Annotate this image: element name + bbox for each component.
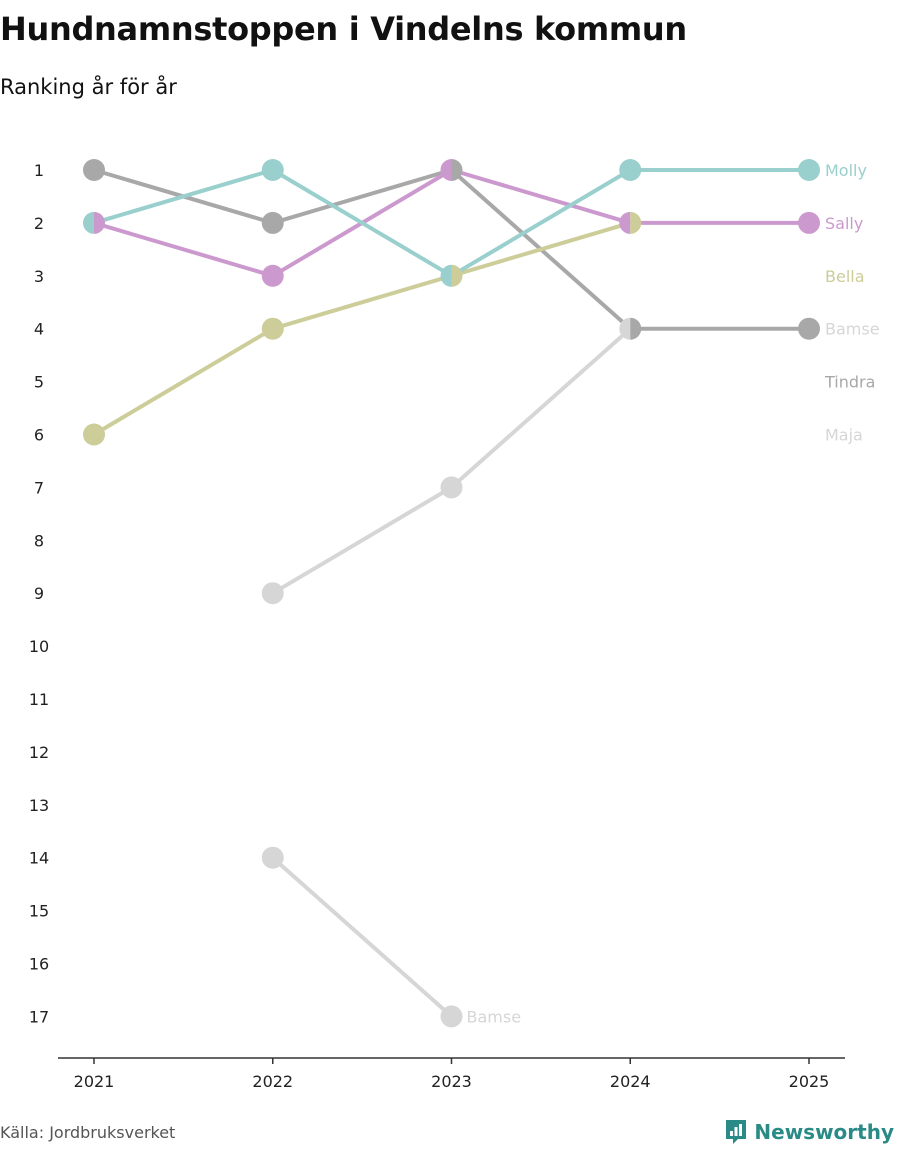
end-label-tindra: Tindra xyxy=(824,373,875,392)
marker-tindra xyxy=(798,317,820,340)
marker-half-molly xyxy=(83,211,94,234)
y-tick-label: 8 xyxy=(34,531,44,550)
marker-bamse xyxy=(440,1005,463,1028)
marker-bamse xyxy=(261,582,284,605)
marker-bamse xyxy=(440,476,463,499)
marker-molly xyxy=(619,159,642,181)
series-line-bella xyxy=(92,220,633,437)
marker-molly xyxy=(798,159,820,181)
x-tick-label: 2021 xyxy=(74,1072,115,1091)
marker-half-sally xyxy=(94,211,106,234)
end-label-bamse: Bamse xyxy=(825,320,880,339)
y-tick-label: 7 xyxy=(34,478,44,497)
y-tick-label: 6 xyxy=(34,426,44,445)
y-tick-label: 4 xyxy=(34,320,44,339)
x-tick-label: 2022 xyxy=(252,1072,293,1091)
marker-half-sally xyxy=(440,159,452,181)
y-tick-label: 17 xyxy=(29,1007,49,1026)
y-tick-label: 10 xyxy=(29,637,49,656)
brand-name: Newsworthy xyxy=(754,1120,894,1144)
y-tick-label: 12 xyxy=(29,743,49,762)
y-tick-label: 1 xyxy=(34,161,44,180)
y-tick-label: 11 xyxy=(29,690,49,709)
brand-logo: Newsworthy xyxy=(724,1118,894,1146)
marker-half-bella xyxy=(451,264,463,287)
y-tick-label: 9 xyxy=(34,584,44,603)
marker-molly xyxy=(261,159,284,181)
y-tick-label: 13 xyxy=(29,796,49,815)
source-note: Källa: Jordbruksverket xyxy=(0,1123,176,1142)
y-tick-label: 15 xyxy=(29,902,49,921)
marker-half-bella xyxy=(630,211,642,234)
marker-bamse xyxy=(261,846,284,869)
marker-sally xyxy=(798,211,820,234)
series-line-bamse xyxy=(270,326,633,596)
marker-bella xyxy=(83,423,105,446)
newsworthy-logo-icon xyxy=(726,1120,747,1144)
x-tick-label: 2023 xyxy=(431,1072,472,1091)
x-tick-label: 2025 xyxy=(789,1072,830,1091)
chart-subtitle: Ranking år för år xyxy=(0,75,177,99)
marker-half-molly xyxy=(440,264,452,287)
end-label-maja: Maja xyxy=(825,426,863,445)
marker-tindra xyxy=(83,159,105,181)
end-label-sally: Sally xyxy=(825,214,863,233)
end-label-molly: Molly xyxy=(825,161,867,180)
end-label-bella: Bella xyxy=(825,267,865,286)
chart-title: Hundnamnstoppen i Vindelns kommun xyxy=(0,10,687,48)
series-line-sally xyxy=(92,168,811,278)
inline-label-bamse: Bamse xyxy=(467,1007,522,1026)
series-line-tindra xyxy=(92,168,811,331)
y-tick-label: 3 xyxy=(34,267,44,286)
y-tick-label: 16 xyxy=(29,955,49,974)
series-line-bamse xyxy=(270,855,454,1019)
marker-tindra xyxy=(261,211,284,234)
y-tick-label: 5 xyxy=(34,373,44,392)
marker-half-tindra xyxy=(630,317,642,340)
marker-sally xyxy=(261,264,284,287)
x-tick-label: 2024 xyxy=(610,1072,651,1091)
y-tick-label: 2 xyxy=(34,214,44,233)
marker-half-sally xyxy=(619,211,631,234)
marker-half-tindra xyxy=(451,159,463,181)
marker-bella xyxy=(261,317,284,340)
marker-half-bamse xyxy=(619,317,631,340)
y-tick-label: 14 xyxy=(29,849,49,868)
